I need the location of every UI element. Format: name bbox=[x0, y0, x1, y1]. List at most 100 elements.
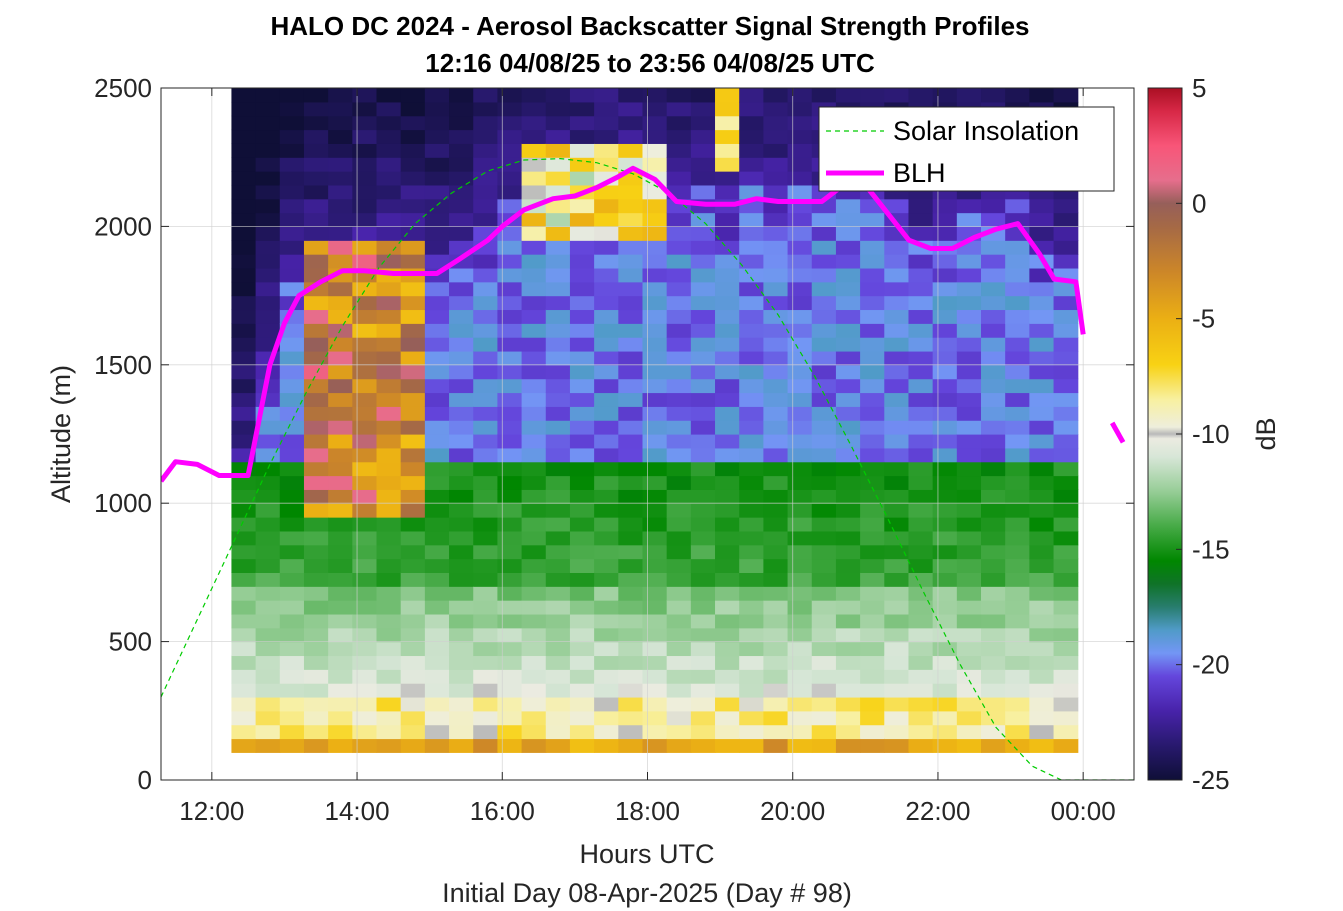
heatmap-cell bbox=[739, 724, 764, 740]
heatmap-cell bbox=[303, 198, 329, 214]
heatmap-cell bbox=[424, 254, 450, 269]
heatmap-cell bbox=[1029, 544, 1055, 560]
heatmap-cell bbox=[811, 613, 837, 629]
heatmap-cell bbox=[715, 517, 740, 532]
heatmap-cell bbox=[908, 406, 934, 421]
heatmap-cell bbox=[545, 240, 571, 255]
heatmap-cell bbox=[449, 724, 474, 740]
heatmap-cell bbox=[545, 710, 571, 726]
heatmap-cell bbox=[787, 503, 813, 518]
heatmap-cell bbox=[594, 683, 619, 698]
heatmap-cell bbox=[473, 517, 499, 532]
heatmap-cell bbox=[1029, 710, 1055, 726]
heatmap-cell bbox=[956, 406, 982, 421]
heatmap-cell bbox=[715, 392, 740, 407]
heatmap-cell bbox=[473, 129, 499, 144]
heatmap-cell bbox=[642, 710, 668, 726]
heatmap-cell bbox=[449, 212, 474, 227]
heatmap-cell bbox=[763, 586, 789, 601]
heatmap-cell bbox=[811, 254, 837, 269]
heatmap-cell bbox=[981, 655, 1006, 670]
heatmap-cell bbox=[1053, 323, 1079, 338]
heatmap-cell bbox=[255, 323, 281, 338]
heatmap-cell bbox=[860, 600, 885, 615]
heatmap-cell bbox=[739, 572, 764, 587]
heatmap-cell bbox=[449, 627, 474, 643]
heatmap-cell bbox=[690, 710, 716, 726]
heatmap-cell bbox=[932, 558, 958, 573]
heatmap-cell bbox=[497, 198, 523, 214]
heatmap-cell bbox=[618, 489, 644, 504]
heatmap-cell bbox=[376, 337, 402, 352]
heatmap-cell bbox=[594, 558, 619, 573]
heatmap-cell bbox=[860, 364, 885, 380]
heatmap-cell bbox=[1029, 530, 1055, 546]
heatmap-cell bbox=[908, 364, 934, 380]
heatmap-cell bbox=[908, 447, 934, 463]
heatmap-cell bbox=[835, 254, 861, 269]
heatmap-cell bbox=[739, 558, 764, 573]
heatmap-cell bbox=[352, 115, 378, 131]
heatmap-cell bbox=[1029, 503, 1055, 518]
heatmap-cell bbox=[956, 461, 982, 477]
heatmap-cell bbox=[328, 572, 353, 587]
heatmap-cell bbox=[715, 724, 740, 740]
heatmap-cell bbox=[303, 517, 329, 532]
heatmap-cell bbox=[1005, 295, 1030, 311]
heatmap-cell bbox=[981, 309, 1006, 324]
heatmap-cell bbox=[884, 267, 910, 283]
heatmap-cell bbox=[424, 309, 450, 324]
heatmap-cell bbox=[739, 517, 764, 532]
heatmap-cell bbox=[376, 143, 402, 158]
heatmap-cell bbox=[473, 350, 499, 366]
heatmap-cell bbox=[497, 434, 523, 449]
heatmap-cell bbox=[400, 337, 426, 352]
heatmap-cell bbox=[569, 544, 595, 560]
heatmap-cell bbox=[908, 572, 934, 587]
heatmap-cell bbox=[473, 254, 499, 269]
heatmap-cell bbox=[279, 212, 305, 227]
heatmap-cell bbox=[715, 586, 740, 601]
heatmap-cell bbox=[787, 392, 813, 407]
heatmap-cell bbox=[424, 586, 450, 601]
heatmap-cell bbox=[1053, 530, 1079, 546]
heatmap-cell bbox=[594, 420, 619, 435]
heatmap-cell bbox=[231, 240, 257, 255]
heatmap-cell bbox=[715, 530, 740, 546]
heatmap-cell bbox=[690, 517, 716, 532]
heatmap-cell bbox=[424, 337, 450, 352]
heatmap-cell bbox=[690, 240, 716, 255]
heatmap-cell bbox=[352, 613, 378, 629]
heatmap-cell bbox=[835, 586, 861, 601]
heatmap-cell bbox=[642, 489, 668, 504]
heatmap-cell bbox=[352, 350, 378, 366]
heatmap-cell bbox=[449, 447, 474, 463]
heatmap-cell bbox=[642, 558, 668, 573]
heatmap-cell bbox=[521, 143, 547, 158]
heatmap-cell bbox=[811, 738, 837, 753]
heatmap-cell bbox=[497, 475, 523, 490]
heatmap-cell bbox=[255, 696, 281, 712]
heatmap-cell bbox=[400, 434, 426, 449]
heatmap-cell bbox=[908, 337, 934, 352]
heatmap-cell bbox=[811, 627, 837, 643]
heatmap-cell bbox=[884, 88, 910, 103]
heatmap-cell bbox=[835, 696, 861, 712]
heatmap-cell bbox=[303, 184, 329, 200]
heatmap-cell bbox=[715, 627, 740, 643]
heatmap-cell bbox=[231, 101, 257, 117]
heatmap-cell bbox=[715, 572, 740, 587]
heatmap-cell bbox=[739, 475, 764, 490]
y-tick-label: 1500 bbox=[94, 350, 152, 380]
heatmap-cell bbox=[376, 88, 402, 103]
heatmap-cell bbox=[497, 295, 523, 311]
heatmap-cell bbox=[545, 600, 571, 615]
heatmap-cell bbox=[545, 489, 571, 504]
heatmap-cell bbox=[473, 544, 499, 560]
heatmap-cell bbox=[860, 503, 885, 518]
heatmap-cell bbox=[690, 212, 716, 227]
heatmap-cell bbox=[1029, 392, 1055, 407]
heatmap-cell bbox=[787, 171, 813, 186]
heatmap-cell bbox=[811, 544, 837, 560]
heatmap-cell bbox=[569, 420, 595, 435]
